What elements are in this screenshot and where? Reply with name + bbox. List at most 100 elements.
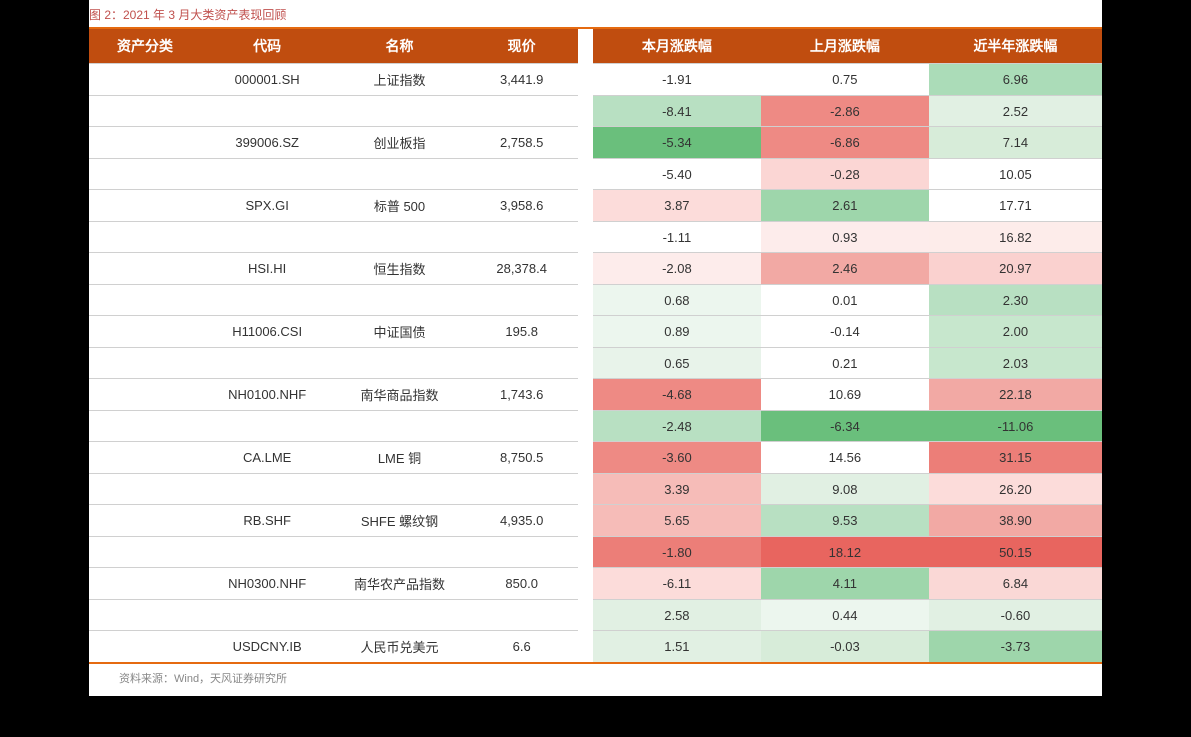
cell-m1: 0.89 bbox=[593, 316, 761, 348]
cell-category bbox=[89, 96, 201, 127]
cell-m2: -0.14 bbox=[761, 316, 929, 348]
asset-performance-table: 资产分类 代码 名称 现价 本月涨跌幅 上月涨跌幅 近半年涨跌幅 000001.… bbox=[89, 29, 1102, 662]
cell-m2: 0.01 bbox=[761, 285, 929, 316]
cell-m3: -3.73 bbox=[929, 631, 1102, 663]
cell-gap bbox=[578, 631, 593, 663]
cell-name: 上证指数 bbox=[333, 64, 465, 96]
cell-name: 中证国债 bbox=[333, 316, 465, 348]
cell-m2: 9.08 bbox=[761, 474, 929, 505]
cell-gap bbox=[578, 64, 593, 96]
cell-code: H11006.CSI bbox=[201, 316, 333, 348]
table-row: -1.8018.1250.15 bbox=[89, 537, 1102, 568]
cell-category bbox=[89, 568, 201, 600]
cell-price: 195.8 bbox=[466, 316, 578, 348]
cell-code: 399006.SZ bbox=[201, 127, 333, 159]
cell-m2: -6.34 bbox=[761, 411, 929, 442]
header-last-month-change: 上月涨跌幅 bbox=[761, 29, 929, 64]
cell-m2: 2.61 bbox=[761, 190, 929, 222]
cell-category bbox=[89, 159, 201, 190]
cell-name: 标普 500 bbox=[333, 190, 465, 222]
table-row: RB.SHFSHFE 螺纹钢4,935.05.659.5338.90 bbox=[89, 505, 1102, 537]
cell-name: 人民币兑美元 bbox=[333, 631, 465, 663]
cell-m3: 31.15 bbox=[929, 442, 1102, 474]
cell-m3: 7.14 bbox=[929, 127, 1102, 159]
table-row: HSI.HI恒生指数28,378.4-2.082.4620.97 bbox=[89, 253, 1102, 285]
cell-m1: -5.34 bbox=[593, 127, 761, 159]
cell-m1: 0.65 bbox=[593, 348, 761, 379]
cell-code: NH0100.NHF bbox=[201, 379, 333, 411]
cell-category bbox=[89, 127, 201, 159]
cell-code bbox=[201, 600, 333, 631]
cell-code bbox=[201, 411, 333, 442]
cell-m3: 22.18 bbox=[929, 379, 1102, 411]
cell-price bbox=[466, 159, 578, 190]
cell-category bbox=[89, 379, 201, 411]
cell-gap bbox=[578, 600, 593, 631]
cell-m3: 10.05 bbox=[929, 159, 1102, 190]
table-row: NH0100.NHF南华商品指数1,743.6-4.6810.6922.18 bbox=[89, 379, 1102, 411]
cell-gap bbox=[578, 316, 593, 348]
cell-m1: -1.91 bbox=[593, 64, 761, 96]
cell-code: USDCNY.IB bbox=[201, 631, 333, 663]
cell-category bbox=[89, 474, 201, 505]
table-row: NH0300.NHF南华农产品指数850.0-6.114.116.84 bbox=[89, 568, 1102, 600]
cell-code bbox=[201, 222, 333, 253]
cell-gap bbox=[578, 568, 593, 600]
cell-m3: 2.30 bbox=[929, 285, 1102, 316]
cell-name bbox=[333, 222, 465, 253]
cell-price: 1,743.6 bbox=[466, 379, 578, 411]
cell-gap bbox=[578, 505, 593, 537]
cell-price: 6.6 bbox=[466, 631, 578, 663]
cell-category bbox=[89, 442, 201, 474]
cell-m2: -0.03 bbox=[761, 631, 929, 663]
cell-gap bbox=[578, 474, 593, 505]
cell-code bbox=[201, 285, 333, 316]
header-name: 名称 bbox=[333, 29, 465, 64]
header-category: 资产分类 bbox=[89, 29, 201, 64]
cell-category bbox=[89, 348, 201, 379]
cell-code bbox=[201, 96, 333, 127]
cell-price bbox=[466, 96, 578, 127]
table-row: 0.650.212.03 bbox=[89, 348, 1102, 379]
table-row: -1.110.9316.82 bbox=[89, 222, 1102, 253]
cell-gap bbox=[578, 379, 593, 411]
table-container: 图 2：2021 年 3 月大类资产表现回顾 资产分类 代码 名称 现价 本月涨… bbox=[89, 0, 1102, 696]
cell-m1: -1.11 bbox=[593, 222, 761, 253]
cell-m2: -6.86 bbox=[761, 127, 929, 159]
cell-m3: 38.90 bbox=[929, 505, 1102, 537]
cell-price bbox=[466, 600, 578, 631]
cell-m3: 6.96 bbox=[929, 64, 1102, 96]
cell-m2: 0.44 bbox=[761, 600, 929, 631]
cell-gap bbox=[578, 537, 593, 568]
table-row: 3.399.0826.20 bbox=[89, 474, 1102, 505]
cell-code: SPX.GI bbox=[201, 190, 333, 222]
cell-m2: 4.11 bbox=[761, 568, 929, 600]
cell-m3: 20.97 bbox=[929, 253, 1102, 285]
cell-m3: 26.20 bbox=[929, 474, 1102, 505]
cell-m3: 17.71 bbox=[929, 190, 1102, 222]
header-month-change: 本月涨跌幅 bbox=[593, 29, 761, 64]
cell-m1: -4.68 bbox=[593, 379, 761, 411]
cell-m2: 18.12 bbox=[761, 537, 929, 568]
cell-price: 3,441.9 bbox=[466, 64, 578, 96]
cell-price: 4,935.0 bbox=[466, 505, 578, 537]
cell-code: NH0300.NHF bbox=[201, 568, 333, 600]
cell-category bbox=[89, 253, 201, 285]
cell-code: 000001.SH bbox=[201, 64, 333, 96]
cell-m1: 0.68 bbox=[593, 285, 761, 316]
cell-category bbox=[89, 222, 201, 253]
cell-name: 恒生指数 bbox=[333, 253, 465, 285]
table-row: -2.48-6.34-11.06 bbox=[89, 411, 1102, 442]
cell-name bbox=[333, 474, 465, 505]
cell-price: 2,758.5 bbox=[466, 127, 578, 159]
header-gap bbox=[578, 29, 593, 64]
cell-gap bbox=[578, 159, 593, 190]
cell-name: 创业板指 bbox=[333, 127, 465, 159]
cell-category bbox=[89, 537, 201, 568]
cell-category bbox=[89, 505, 201, 537]
cell-name bbox=[333, 96, 465, 127]
cell-name bbox=[333, 285, 465, 316]
table-row: 399006.SZ创业板指2,758.5 -5.34-6.867.14 bbox=[89, 127, 1102, 159]
cell-m3: 2.52 bbox=[929, 96, 1102, 127]
cell-m3: 16.82 bbox=[929, 222, 1102, 253]
